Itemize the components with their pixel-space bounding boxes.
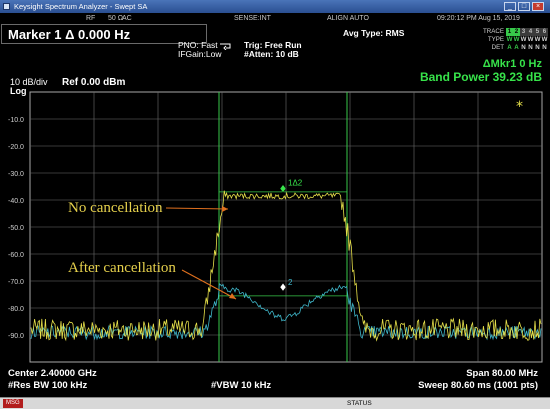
app-icon xyxy=(3,3,10,10)
pno-label: PNO: Fast xyxy=(178,40,218,50)
graticule xyxy=(29,91,543,363)
y-axis-tick-label: -10.0 xyxy=(8,117,24,124)
log-label: Log xyxy=(10,86,27,96)
type-cell[interactable]: W xyxy=(527,36,534,43)
marker-2-diamond[interactable] xyxy=(279,282,287,292)
status-label: STATUS xyxy=(347,400,372,407)
y-axis-tick-label: -80.0 xyxy=(8,306,24,313)
arrowhead-after-cancellation xyxy=(229,293,236,299)
y-axis-tick-label: -90.0 xyxy=(8,333,24,340)
y-axis-tick-label: -30.0 xyxy=(8,171,24,178)
y-axis-tick-label: -20.0 xyxy=(8,144,24,151)
arrowhead-no-cancellation xyxy=(222,206,228,212)
y-axis-tick-label: -40.0 xyxy=(8,198,24,205)
y-axis-tick-label: -60.0 xyxy=(8,252,24,259)
trace-no-cancellation xyxy=(30,190,542,342)
det-cell[interactable]: N xyxy=(535,44,540,51)
avg-type-label: Avg Type: RMS xyxy=(343,28,405,38)
det-cell[interactable]: N xyxy=(521,44,526,51)
arrow-no-cancellation xyxy=(165,207,229,210)
trig-label: Trig: Free Run xyxy=(244,40,302,50)
annotations: No cancellation After cancellation * xyxy=(68,99,523,300)
det-cell[interactable]: A xyxy=(514,44,519,51)
trace-cell[interactable]: 5 xyxy=(534,28,541,36)
coupling-label: AC xyxy=(122,15,132,22)
atten-label: #Atten: 10 dB xyxy=(244,49,299,59)
det-cell[interactable]: A xyxy=(507,44,512,51)
ref-level-label[interactable]: Ref 0.00 dBm xyxy=(62,77,126,88)
band-power-markers xyxy=(218,92,348,362)
res-bw[interactable]: #Res BW 100 kHz xyxy=(8,380,88,391)
delta-marker-value: ΔMkr1 0 Hz xyxy=(482,58,542,70)
marker-2-label: 2 xyxy=(288,278,293,287)
trace-cell[interactable]: 1 xyxy=(506,28,513,36)
rf-input-label: RF xyxy=(86,15,96,22)
marker-readout[interactable]: Marker 1 Δ 0.000 Hz xyxy=(1,24,207,44)
type-row: TYPE WWWWWW xyxy=(487,36,548,43)
trace-cell[interactable]: 2 xyxy=(513,28,520,36)
align-label: ALIGN AUTO xyxy=(327,15,369,22)
y-axis-labels: -10.0 -20.0 -30.0 -40.0 -50.0 -60.0 -70.0 -80.0… xyxy=(8,117,24,340)
after-cancellation-annotation: After cancellation xyxy=(68,260,176,276)
status-strip: RF 50 Ω AC SENSE:INT ALIGN AUTO 09:20:12… xyxy=(0,13,550,24)
impedance-label: 50 Ω xyxy=(108,15,123,22)
trace-legend: TRACE 1 2 3 4 5 6 TYPE WWWWWW DET A A N N N N xyxy=(476,28,548,52)
y-axis-tick-label: -70.0 xyxy=(8,279,24,286)
type-cell[interactable]: W xyxy=(513,36,520,43)
trace-cell[interactable]: 4 xyxy=(527,28,534,36)
datetime-label: 09:20:12 PM Aug 15, 2019 xyxy=(437,15,520,22)
sense-label: SENSE:INT xyxy=(234,15,271,22)
trace-row: TRACE 1 2 3 4 5 6 xyxy=(483,28,548,36)
span[interactable]: Span 80.00 MHz xyxy=(466,368,538,379)
window-title: Keysight Spectrum Analyzer - Swept SA xyxy=(14,2,148,11)
close-button[interactable]: × xyxy=(532,2,544,11)
input-icon xyxy=(219,42,233,51)
title-bar: Keysight Spectrum Analyzer - Swept SA _ … xyxy=(0,0,550,13)
status-bar: MSG STATUS xyxy=(0,397,550,409)
marker-indicators: 1Δ2 2 xyxy=(279,179,303,292)
trace-cell[interactable]: 3 xyxy=(520,28,527,36)
arrow-after-cancellation xyxy=(181,269,237,300)
msg-badge[interactable]: MSG xyxy=(3,399,23,408)
band-power-value: Band Power 39.23 dB xyxy=(419,70,542,84)
minimize-button[interactable]: _ xyxy=(504,2,516,11)
ifgain-label: IFGain:Low xyxy=(178,49,222,59)
trace-cell[interactable]: 6 xyxy=(541,28,548,36)
marker-1-diamond[interactable] xyxy=(279,184,287,194)
no-cancellation-annotation: No cancellation xyxy=(68,200,163,216)
vbw[interactable]: #VBW 10 kHz xyxy=(211,380,272,391)
star-marker: * xyxy=(516,99,523,115)
type-cell[interactable]: W xyxy=(541,36,548,43)
db-per-div-label: 10 dB/div xyxy=(10,77,48,87)
sweep[interactable]: Sweep 80.60 ms (1001 pts) xyxy=(418,380,538,391)
maximize-button[interactable]: □ xyxy=(518,2,530,11)
bottom-margin xyxy=(0,409,550,420)
type-cell[interactable]: W xyxy=(506,36,513,43)
y-axis-tick-label: -50.0 xyxy=(8,225,24,232)
det-cell[interactable]: N xyxy=(542,44,547,51)
type-cell[interactable]: W xyxy=(534,36,541,43)
marker-1-label: 1Δ2 xyxy=(288,179,303,188)
det-cell[interactable]: N xyxy=(528,44,533,51)
det-row: DET A A N N N N xyxy=(491,44,547,51)
center-frequency[interactable]: Center 2.40000 GHz xyxy=(8,368,97,379)
type-cell[interactable]: W xyxy=(520,36,527,43)
